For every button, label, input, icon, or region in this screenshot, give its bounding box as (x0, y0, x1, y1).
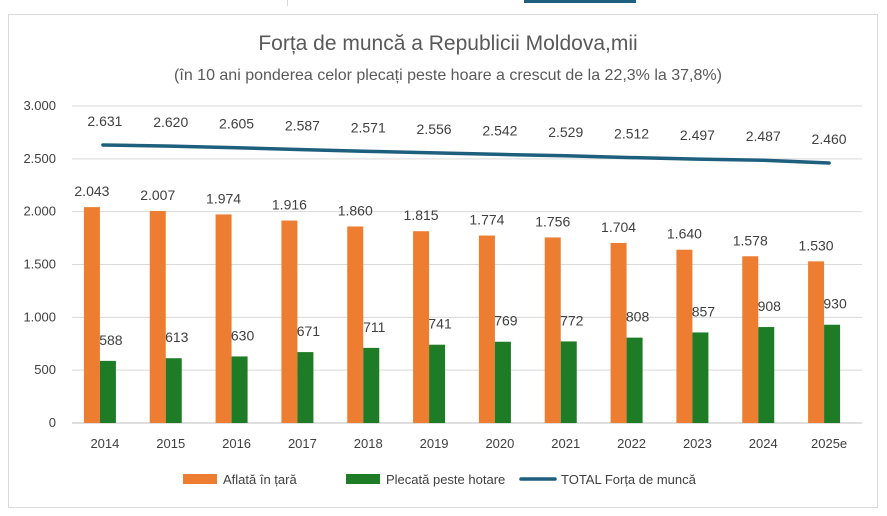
bar-abroad (824, 324, 841, 423)
data-label-abroad: 930 (823, 296, 847, 312)
data-label-in-country: 1.578 (733, 232, 768, 248)
bar-in-country (149, 210, 166, 423)
data-label-abroad: 630 (231, 327, 255, 343)
x-tick-label: 2016 (222, 436, 251, 451)
data-label-total: 2.542 (482, 122, 517, 138)
data-label-in-country: 2.043 (74, 183, 109, 199)
bar-abroad (626, 337, 643, 423)
y-tick-label: 0 (49, 415, 56, 430)
y-tick-label: 1.500 (23, 257, 56, 272)
data-label-total: 2.556 (417, 121, 452, 137)
x-tick-label: 2025e (811, 436, 847, 451)
data-label-abroad: 613 (165, 329, 189, 345)
x-tick-label: 2021 (551, 436, 580, 451)
y-tick-label: 2.000 (23, 204, 56, 219)
data-label-total: 2.631 (87, 113, 122, 129)
y-tick-label: 500 (34, 362, 56, 377)
data-label-in-country: 1.530 (799, 237, 834, 253)
legend-in-country-swatch (183, 474, 217, 484)
bar-abroad (429, 344, 446, 423)
bar-in-country (281, 220, 298, 423)
bar-abroad (297, 352, 314, 423)
bar-in-country (610, 242, 627, 423)
data-label-abroad: 741 (428, 316, 452, 332)
bar-in-country (808, 261, 825, 423)
bar-abroad (758, 327, 775, 423)
bar-abroad (560, 341, 577, 423)
bar-abroad (692, 332, 709, 423)
bar-in-country (347, 226, 364, 423)
x-tick-label: 2014 (90, 436, 119, 451)
bar-abroad (165, 358, 182, 423)
x-tick-label: 2023 (683, 436, 712, 451)
legend-total-label: TOTAL Forța de muncă (561, 472, 697, 487)
x-tick-label: 2022 (617, 436, 646, 451)
bar-in-country (478, 235, 495, 423)
data-label-total: 2.620 (153, 114, 188, 130)
data-label-in-country: 2.007 (140, 187, 175, 203)
data-label-total: 2.460 (812, 131, 847, 147)
x-tick-label: 2020 (485, 436, 514, 451)
bar-in-country (215, 214, 232, 423)
bar-abroad (494, 341, 511, 423)
data-label-abroad: 769 (494, 313, 518, 329)
chart-subtitle: (în 10 ani ponderea celor plecați peste … (174, 67, 722, 84)
chart-title: Forța de muncă a Republicii Moldova,mii (258, 32, 637, 55)
data-label-in-country: 1.860 (338, 202, 373, 218)
data-label-in-country: 1.774 (469, 212, 504, 228)
y-tick-label: 3.000 (23, 98, 56, 113)
bar-abroad (99, 360, 116, 423)
y-tick-label: 2.500 (23, 151, 56, 166)
data-label-total: 2.497 (680, 127, 715, 143)
bar-in-country (83, 207, 100, 423)
x-tick-label: 2024 (749, 436, 778, 451)
x-tick-label: 2019 (420, 436, 449, 451)
data-label-in-country: 1.704 (601, 219, 636, 235)
legend-abroad-label: Plecată peste hotare (386, 472, 505, 487)
bar-in-country (413, 231, 430, 423)
data-label-total: 2.512 (614, 126, 649, 142)
data-label-abroad: 711 (363, 319, 386, 335)
data-label-abroad: 908 (758, 298, 782, 314)
data-label-abroad: 772 (560, 312, 584, 328)
bar-abroad (363, 347, 380, 423)
bar-in-country (544, 237, 561, 423)
bar-in-country (676, 249, 693, 423)
data-label-abroad: 671 (297, 323, 321, 339)
data-label-total: 2.571 (351, 119, 386, 135)
data-label-in-country: 1.756 (535, 213, 570, 229)
legend-abroad-swatch (346, 474, 380, 484)
data-label-total: 2.587 (285, 118, 320, 134)
data-label-in-country: 1.815 (404, 207, 439, 223)
total-line (101, 143, 831, 165)
legend-in-country-label: Aflată în țară (223, 472, 297, 487)
data-label-in-country: 1.974 (206, 190, 241, 206)
data-label-total: 2.529 (548, 124, 583, 140)
data-label-abroad: 857 (692, 303, 716, 319)
bar-in-country (742, 256, 759, 423)
data-label-total: 2.605 (219, 116, 254, 132)
x-tick-label: 2015 (156, 436, 185, 451)
data-label-in-country: 1.916 (272, 197, 307, 213)
data-label-abroad: 808 (626, 309, 650, 325)
data-label-in-country: 1.640 (667, 226, 702, 242)
data-label-abroad: 588 (99, 332, 123, 348)
data-label-total: 2.487 (746, 128, 781, 144)
x-tick-label: 2017 (288, 436, 317, 451)
x-tick-label: 2018 (354, 436, 383, 451)
bar-abroad (231, 356, 248, 423)
active-tab-indicator (524, 0, 636, 3)
y-tick-label: 1.000 (23, 309, 56, 324)
tab-separator (287, 0, 288, 6)
